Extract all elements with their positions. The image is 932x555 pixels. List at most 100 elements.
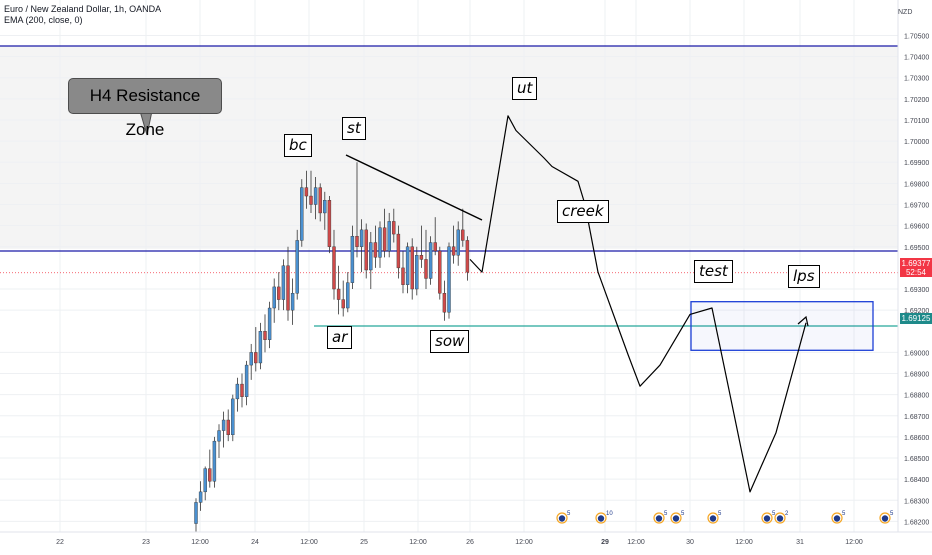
event-count: 5 — [681, 511, 685, 517]
candle-body — [290, 293, 295, 311]
y-tick-label: 1.68200 — [904, 519, 929, 526]
x-tick-label: 12:00 — [515, 539, 533, 546]
x-tick-label: 22 — [56, 539, 64, 546]
candle — [194, 498, 198, 532]
resistance-zone-label[interactable]: H4 Resistance Zone — [68, 78, 222, 139]
candle — [346, 272, 350, 313]
candle — [281, 259, 286, 311]
event-dot-icon — [833, 515, 841, 522]
current-price-tag[interactable]: 1.69377 52:54 — [900, 258, 932, 277]
candle — [240, 373, 244, 408]
candle — [465, 236, 470, 281]
candle — [341, 280, 345, 317]
candle-body — [231, 398, 235, 436]
chart-title: Euro / New Zealand Dollar, 1h, OANDA — [4, 4, 162, 14]
x-tick-label: 23 — [142, 539, 150, 546]
st-trendline[interactable] — [345, 154, 483, 221]
x-tick-label: 26 — [466, 539, 474, 546]
x-tick-label: 12:00 — [845, 539, 863, 546]
event-count: 5 — [772, 511, 776, 517]
target-box[interactable] — [690, 301, 874, 351]
event-marker[interactable]: 5 — [707, 511, 722, 524]
annotation-sow[interactable]: sow — [430, 330, 470, 353]
candle-body — [438, 250, 442, 294]
y-tick-label: 1.69200 — [904, 308, 929, 315]
event-marker[interactable]: 10 — [595, 511, 613, 524]
candle — [355, 162, 359, 258]
y-tick-label: 1.69500 — [904, 245, 929, 252]
candle-body — [405, 246, 410, 285]
candle-body — [309, 195, 313, 205]
projected-path[interactable] — [469, 115, 807, 493]
event-marker[interactable]: 5 — [761, 511, 776, 524]
event-dot-icon — [672, 515, 680, 522]
event-dot-icon — [763, 515, 771, 522]
candle — [369, 231, 373, 290]
candle — [231, 394, 235, 442]
candle-body — [396, 233, 401, 269]
candle — [410, 238, 414, 300]
annotation-st[interactable]: st — [342, 117, 366, 140]
event-marker[interactable]: 5 — [653, 511, 668, 524]
candle — [221, 411, 226, 448]
candle-body — [281, 265, 286, 300]
candle — [235, 377, 240, 412]
event-marker[interactable]: 5 — [879, 511, 894, 524]
candle — [286, 246, 290, 321]
x-tick-label: 25 — [360, 539, 368, 546]
y-tick-label: 1.69800 — [904, 181, 929, 188]
marked-price-tag[interactable]: 1.69125 — [900, 313, 932, 324]
candle — [382, 208, 387, 258]
candle-body — [336, 288, 341, 300]
candle — [364, 223, 368, 279]
y-tick-label: 1.69700 — [904, 203, 929, 210]
candle — [290, 278, 295, 325]
y-tick-label: 1.70300 — [904, 76, 929, 83]
annotation-ar[interactable]: ar — [327, 326, 353, 349]
resistance-zone — [0, 46, 898, 249]
event-count: 2 — [785, 511, 789, 517]
candle — [249, 343, 253, 380]
candle — [208, 449, 212, 488]
annotation-creek[interactable]: creek — [557, 200, 609, 223]
candle-body — [240, 383, 244, 397]
candle-body — [378, 227, 382, 258]
y-tick-label: 1.68300 — [904, 498, 929, 505]
candle-body — [267, 307, 272, 340]
candle-body — [272, 286, 276, 309]
candle-body — [217, 430, 221, 442]
candle — [267, 301, 272, 349]
y-tick-label: 1.68700 — [904, 414, 929, 421]
candle-body — [313, 187, 318, 205]
annotation-bc[interactable]: bc — [284, 134, 312, 157]
candle-body — [350, 235, 355, 283]
event-marker[interactable]: 5 — [831, 511, 846, 524]
candle — [428, 236, 433, 285]
candle — [424, 229, 428, 290]
candle-body — [221, 419, 226, 431]
event-dot-icon — [655, 515, 663, 522]
event-marker[interactable]: 5 — [556, 511, 571, 524]
x-tick-label: 12:00 — [191, 539, 209, 546]
y-tick-label: 1.70200 — [904, 97, 929, 104]
candle — [272, 278, 276, 323]
candle — [217, 424, 221, 459]
candle-body — [203, 468, 207, 493]
candle-body — [442, 293, 447, 313]
candle-body — [286, 265, 290, 311]
x-tick-label: 24 — [251, 539, 259, 546]
candle — [373, 225, 378, 268]
event-dot-icon — [881, 515, 889, 522]
event-marker[interactable]: 2 — [774, 511, 789, 524]
candle-body — [208, 468, 212, 482]
annotation-lps[interactable]: lps — [788, 265, 820, 288]
annotation-ut[interactable]: ut — [512, 77, 538, 100]
candle-body — [373, 242, 378, 258]
annotation-test[interactable]: test — [694, 260, 733, 283]
candle-body — [428, 242, 433, 279]
event-marker[interactable]: 5 — [670, 511, 685, 524]
candle-body — [424, 259, 428, 279]
candle — [396, 225, 401, 279]
event-dot-icon — [597, 515, 605, 522]
